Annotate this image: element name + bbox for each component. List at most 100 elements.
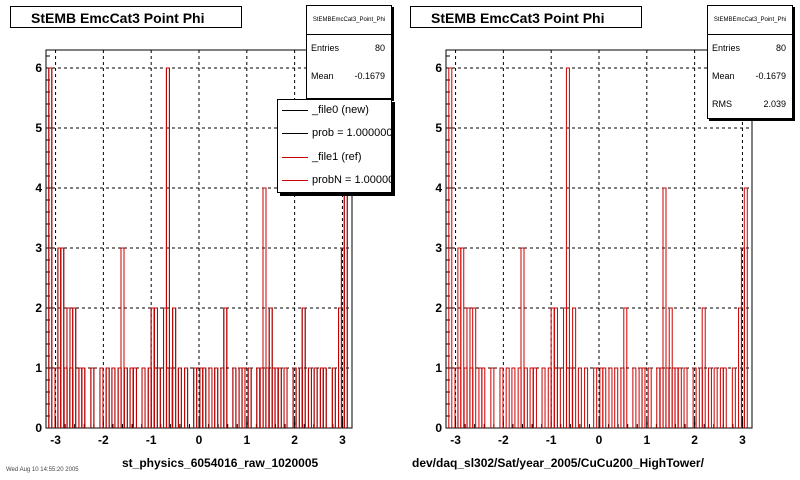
- histogram-bin: [292, 367, 297, 428]
- histogram-bin: [184, 367, 189, 428]
- stats-left-mean-label: Mean: [311, 71, 334, 81]
- histogram-bin: [614, 367, 619, 428]
- histogram-bin: [565, 67, 570, 428]
- histogram-bin: [172, 307, 177, 428]
- histogram-bin: [132, 367, 137, 428]
- y-tick-label: 6: [435, 61, 442, 75]
- histogram-bin: [692, 367, 697, 428]
- histogram-bin: [529, 367, 534, 428]
- histogram-bin: [256, 367, 261, 428]
- histogram-bin: [584, 367, 589, 428]
- histogram-bin: [307, 367, 312, 428]
- histogram-bin: [177, 367, 182, 428]
- histogram-bin: [511, 367, 516, 428]
- y-tick-label: 3: [35, 241, 42, 255]
- histogram-bin: [593, 367, 598, 428]
- legend-text-probn: probN = 1.000000: [312, 174, 392, 186]
- histogram-bin: [701, 307, 706, 428]
- histogram-bin: [641, 367, 646, 428]
- legend-text-prob: prob = 1.000000: [312, 127, 392, 139]
- histogram-bin: [232, 367, 237, 428]
- histogram-bin: [322, 367, 327, 428]
- histogram-bin: [602, 367, 607, 428]
- histogram-bin: [150, 307, 155, 428]
- histogram-bin: [99, 367, 104, 428]
- histogram-bin: [120, 247, 125, 428]
- histogram-bin: [448, 67, 453, 428]
- histogram-bin: [111, 367, 116, 428]
- x-tick-label: 3: [339, 433, 346, 447]
- histogram-bin: [722, 367, 727, 428]
- footer-timestamp: Wed Aug 10 14:55:20 2005: [6, 467, 79, 473]
- legend-line-prob: [282, 133, 308, 134]
- histogram-bin: [72, 307, 77, 428]
- legend-entry-new: _file0 (new): [278, 103, 391, 117]
- y-tick-label: 0: [35, 421, 42, 435]
- x-tick-label: 0: [596, 433, 603, 447]
- stats-box-left: StEMBEmcCat3_Point_Phi Entries 80 Mean -…: [306, 5, 392, 99]
- y-tick-label: 0: [435, 421, 442, 435]
- legend-entry-probn: probN = 1.000000: [278, 173, 392, 187]
- histogram-bin: [568, 367, 573, 428]
- histogram-bin: [165, 67, 170, 428]
- histogram-bin: [505, 367, 510, 428]
- stats-right-entries-label: Entries: [712, 43, 741, 53]
- x-tick-label: -2: [498, 433, 509, 447]
- histogram-bin: [247, 367, 252, 428]
- y-tick-label: 6: [35, 61, 42, 75]
- stats-right-mean-label: Mean: [712, 71, 735, 81]
- histogram-bin: [656, 367, 661, 428]
- histogram-bin: [647, 367, 652, 428]
- stats-left-entries-value: 80: [374, 43, 385, 53]
- histogram-bin: [313, 367, 318, 428]
- plot-right: -3 -2 -1 0 1 2 3 0 1 2 3 4 5 6: [435, 49, 753, 447]
- y-tick-label: 5: [35, 121, 42, 135]
- stats-box-right-name: StEMBEmcCat3_Point_Phi: [708, 6, 792, 35]
- histogram-bin: [541, 367, 546, 428]
- x-tick-label: -1: [146, 433, 157, 447]
- x-tick-label: 3: [739, 433, 746, 447]
- legend-entry-ref: _file1 (ref): [278, 150, 391, 164]
- legend-line-new: [282, 110, 308, 111]
- histogram-bin: [683, 367, 688, 428]
- histogram-bin: [743, 187, 748, 428]
- chart-title-right: StEMB EmcCat3 Point Phi: [410, 6, 642, 28]
- histogram-bin: [193, 367, 198, 428]
- stats-left-entries-row: Entries 80: [311, 42, 385, 54]
- histogram-bin: [662, 187, 667, 428]
- y-tick-label: 1: [435, 361, 442, 375]
- chart-title-left: StEMB EmcCat3 Point Phi: [10, 6, 242, 28]
- histogram-bin: [105, 367, 110, 428]
- histogram-bin: [665, 367, 670, 428]
- histogram-bin: [202, 367, 207, 428]
- histogram-bin: [632, 367, 637, 428]
- histogram-bin: [490, 367, 495, 428]
- histogram-bin: [556, 367, 561, 428]
- legend-left: _file0 (new) prob = 1.000000 _file1 (ref…: [277, 99, 392, 193]
- x-tick-label: -3: [50, 433, 61, 447]
- histogram-bin: [674, 367, 679, 428]
- histogram-bin: [532, 367, 537, 428]
- histogram-bin: [214, 367, 219, 428]
- histogram-bin: [713, 367, 718, 428]
- histogram-bin: [608, 367, 613, 428]
- histogram-bin: [223, 307, 228, 428]
- plot-left: -3 -2 -1 0 1 2 3 0 1 2 3 4 5 6: [35, 49, 353, 447]
- stats-right-mean-value: -0.1679: [755, 71, 786, 81]
- y-tick-label: 5: [435, 121, 442, 135]
- stats-right-entries-row: Entries 80: [712, 42, 786, 54]
- histogram-bin: [520, 247, 525, 428]
- histogram-bin: [141, 367, 146, 428]
- chart-title-right-text: StEMB EmcCat3 Point Phi: [431, 10, 605, 26]
- histogram-bin: [60, 247, 65, 428]
- x-axis-title-right: dev/daq_sl302/Sat/year_2005/CuCu200_High…: [412, 456, 704, 470]
- histogram-bin: [241, 367, 246, 428]
- stats-left-mean-row: Mean -0.1679: [311, 70, 385, 82]
- histogram-bin: [274, 367, 279, 428]
- legend-line-probn: [282, 180, 308, 181]
- legend-entry-prob: prob = 1.000000: [278, 126, 392, 140]
- histogram-bin: [262, 187, 267, 428]
- histogram-bin: [208, 367, 213, 428]
- histogram-bin: [572, 307, 577, 428]
- legend-line-ref: [282, 157, 308, 158]
